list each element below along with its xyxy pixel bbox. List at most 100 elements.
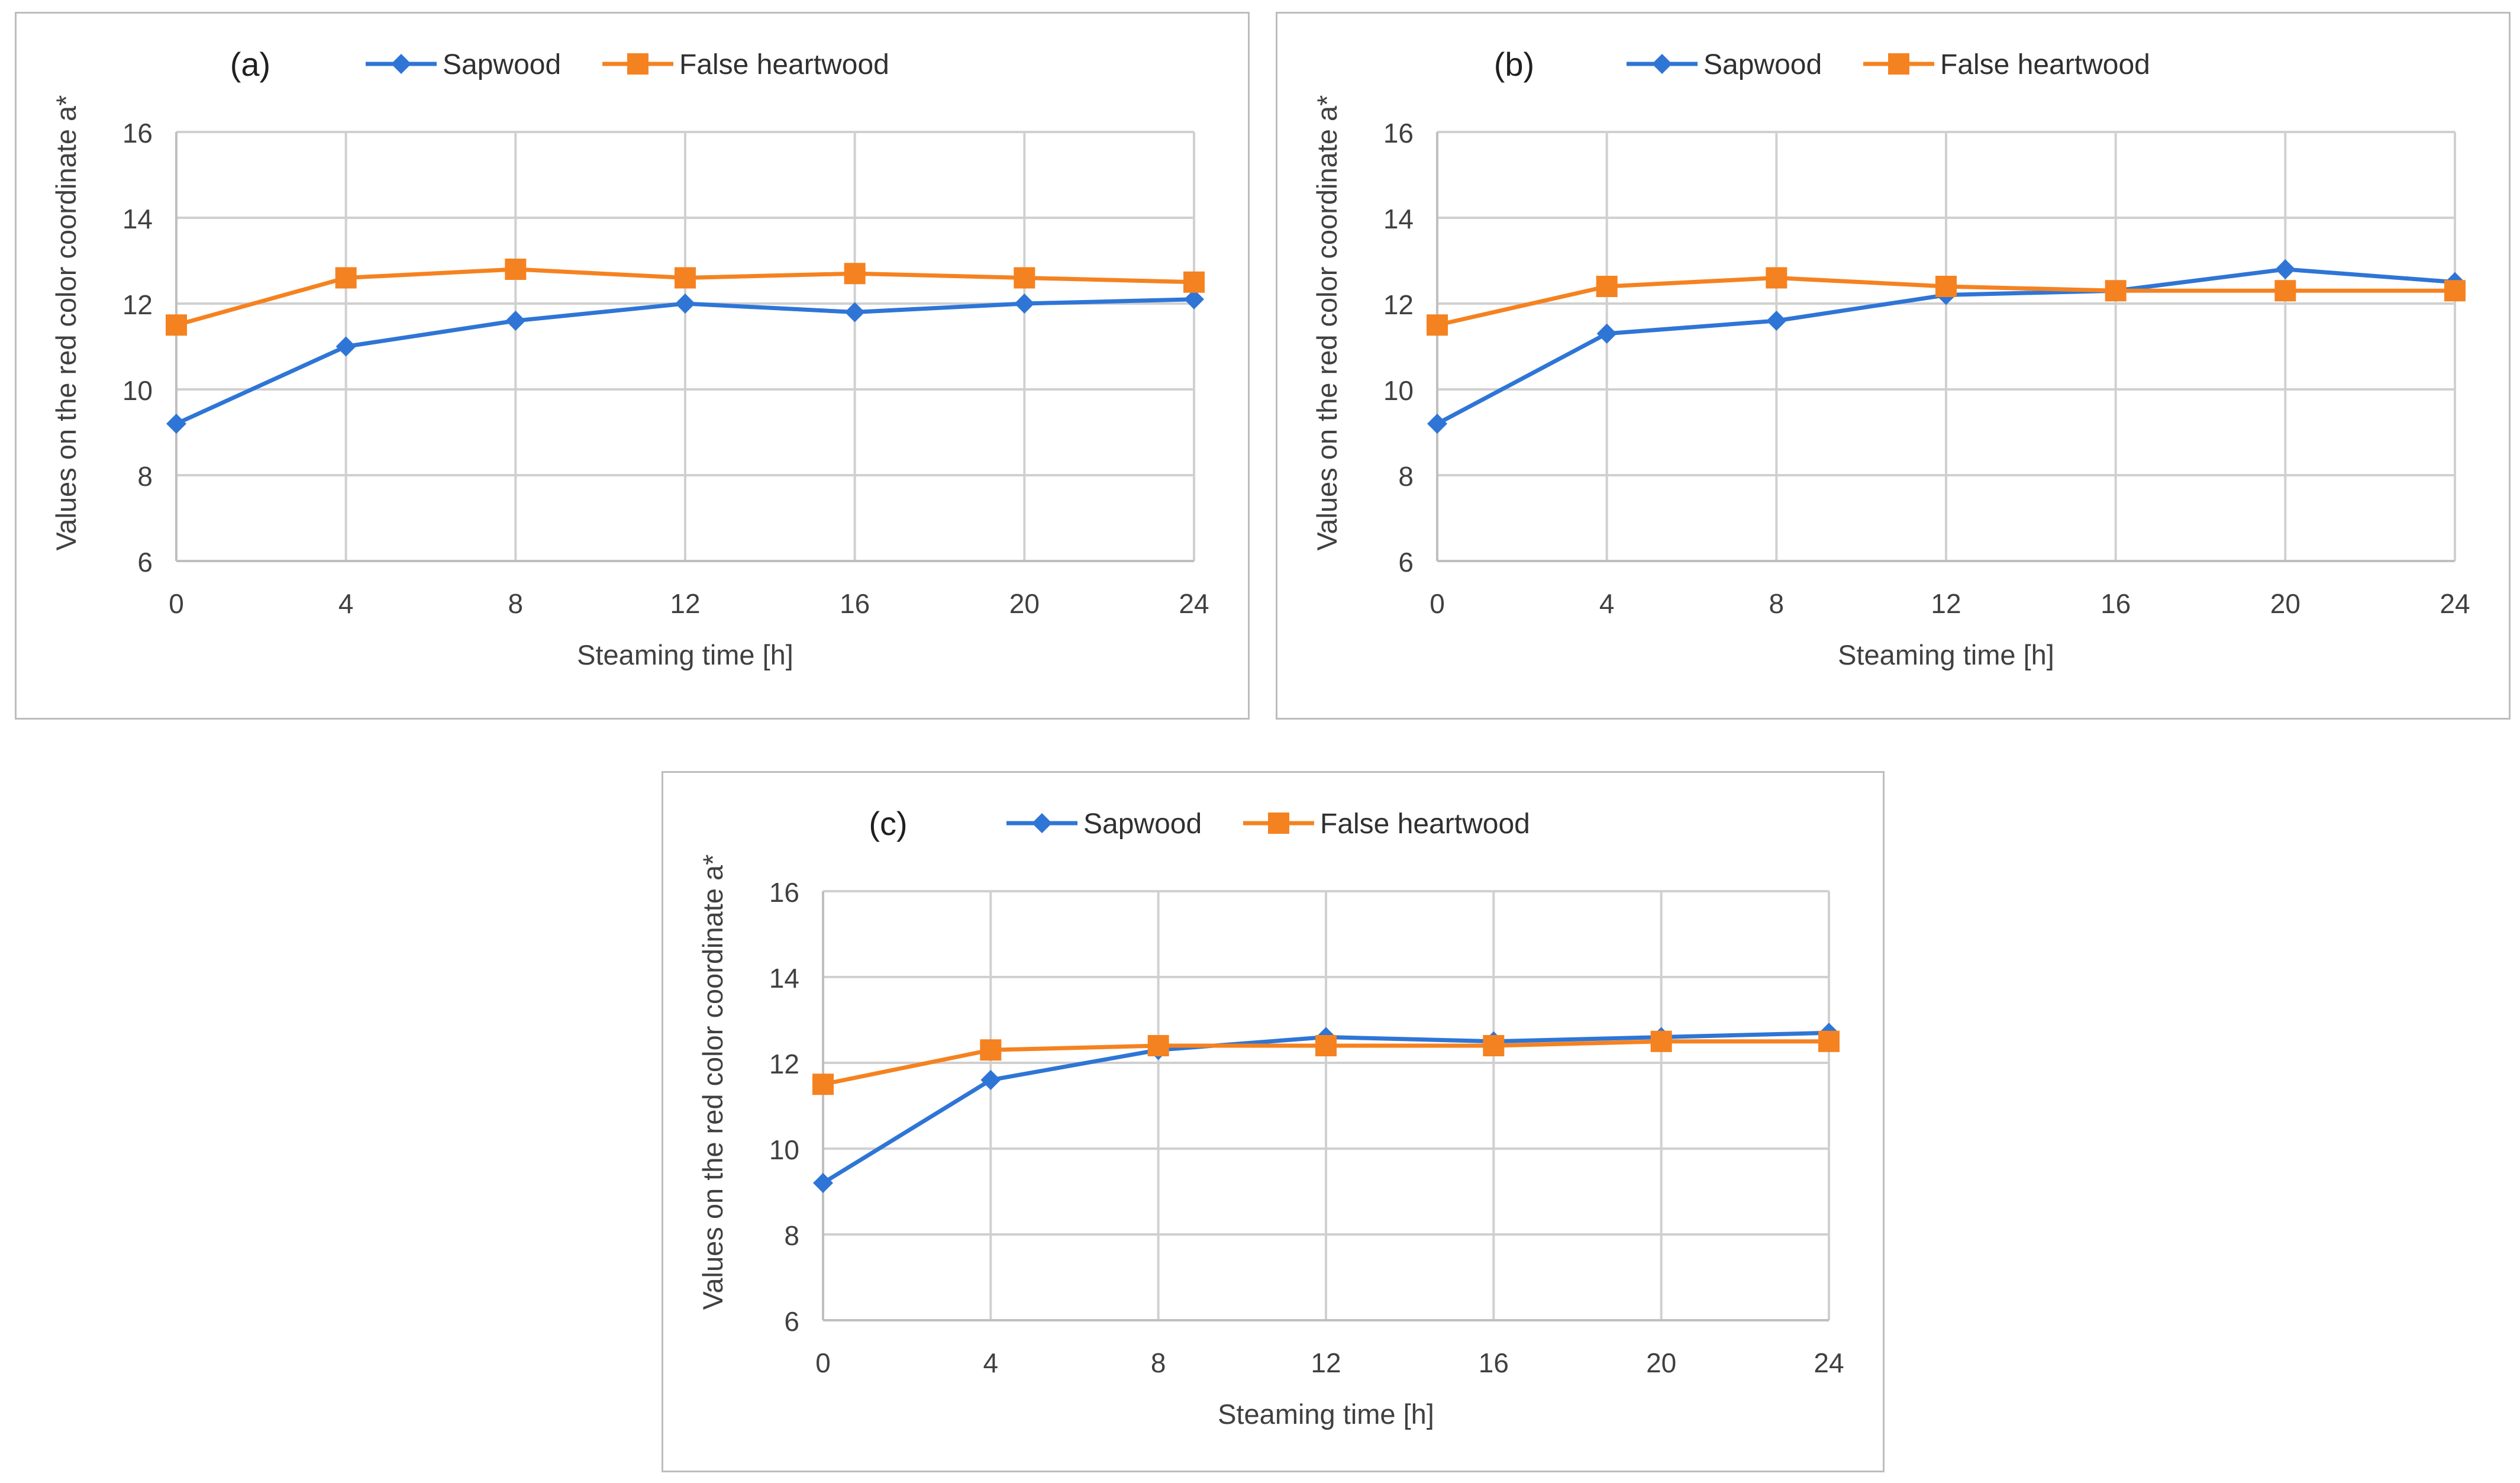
x-tick-label: 8 — [508, 588, 524, 619]
chart-panel-b: 6 8 10 12 14 16 0 4 8 12 16 20 24 Steaming time [h] Va… — [1276, 12, 2511, 720]
data-point-sapwood — [675, 294, 695, 314]
data-point-false-heartwood — [980, 1039, 1002, 1061]
data-point-false-heartwood — [1935, 276, 1957, 297]
data-point-false-heartwood — [2444, 280, 2466, 302]
y-tick-label: 6 — [784, 1306, 799, 1337]
y-tick-label: 14 — [1383, 204, 1414, 234]
x-tick-label: 0 — [815, 1347, 831, 1378]
x-tick-label: 24 — [1814, 1347, 1844, 1378]
data-point-sapwood — [1596, 323, 1617, 344]
data-point-sapwood — [1014, 294, 1035, 314]
chart-panel-a: 6 8 10 12 14 16 0 4 8 12 16 20 24 Steaming time [h] Va… — [15, 12, 1250, 720]
y-tick-label: 16 — [1383, 118, 1414, 149]
data-point-sapwood — [813, 1173, 833, 1193]
x-tick-label: 16 — [840, 588, 870, 619]
y-tick-label: 14 — [122, 204, 153, 234]
y-tick-label: 10 — [769, 1134, 799, 1165]
x-tick-label: 24 — [1179, 588, 1209, 619]
legend-label: Sapwood — [1703, 49, 1822, 80]
data-point-sapwood — [505, 311, 526, 331]
y-tick-label: 6 — [137, 547, 153, 578]
x-tick-label: 0 — [1430, 588, 1445, 619]
data-point-false-heartwood — [2274, 280, 2296, 302]
x-tick-label: 20 — [1646, 1347, 1676, 1378]
data-point-false-heartwood — [2105, 280, 2127, 302]
y-tick-label: 12 — [769, 1049, 799, 1079]
x-tick-label: 12 — [1311, 1347, 1341, 1378]
y-axis-title: Values on the red color coordinate a* — [1311, 95, 1343, 551]
x-tick-label: 16 — [2100, 588, 2131, 619]
y-tick-label: 6 — [1398, 547, 1414, 578]
data-point-false-heartwood — [1650, 1030, 1672, 1052]
data-point-sapwood — [980, 1070, 1001, 1090]
panel-label: (a) — [230, 46, 270, 83]
x-tick-label: 20 — [1009, 588, 1040, 619]
data-point-false-heartwood — [1014, 267, 1035, 289]
x-tick-label: 16 — [1479, 1347, 1509, 1378]
legend-marker — [1032, 813, 1052, 833]
y-tick-label: 12 — [122, 289, 153, 320]
x-tick-label: 12 — [670, 588, 700, 619]
legend-marker — [391, 54, 411, 74]
x-tick-label: 8 — [1151, 1347, 1166, 1378]
chart-panel-c: 6 8 10 12 14 16 0 4 8 12 16 20 24 Steaming time [h] Va… — [662, 771, 1885, 1472]
data-point-false-heartwood — [844, 263, 866, 285]
x-axis-title: Steaming time [h] — [1838, 639, 2054, 670]
data-point-false-heartwood — [505, 259, 527, 280]
y-tick-label: 8 — [1398, 461, 1414, 492]
legend-label: Sapwood — [1083, 808, 1202, 840]
x-tick-label: 20 — [2270, 588, 2300, 619]
chart-b-svg: 6 8 10 12 14 16 0 4 8 12 16 20 24 Steaming time [h] Va… — [1311, 46, 2470, 670]
x-tick-label: 4 — [338, 588, 354, 619]
data-point-false-heartwood — [1596, 276, 1618, 297]
data-point-false-heartwood — [1766, 267, 1787, 289]
legend-marker — [1888, 53, 1909, 75]
data-point-false-heartwood — [1315, 1035, 1337, 1056]
legend-label: Sapwood — [443, 49, 561, 80]
x-axis-title: Steaming time [h] — [577, 639, 793, 670]
data-point-false-heartwood — [812, 1073, 834, 1095]
chart-c-svg: 6 8 10 12 14 16 0 4 8 12 16 20 24 Steaming time [h] Va… — [697, 805, 1844, 1430]
y-tick-label: 14 — [769, 963, 799, 994]
y-tick-label: 16 — [122, 118, 153, 149]
data-point-sapwood — [1427, 414, 1447, 434]
y-tick-label: 10 — [1383, 375, 1414, 406]
panel-label: (c) — [869, 805, 907, 842]
legend-marker — [1652, 54, 1672, 74]
data-point-sapwood — [335, 336, 356, 357]
data-point-false-heartwood — [1183, 271, 1205, 293]
data-point-sapwood — [2275, 259, 2296, 279]
y-tick-label: 8 — [784, 1220, 799, 1251]
y-tick-label: 16 — [769, 877, 799, 908]
chart-a-svg: 6 8 10 12 14 16 0 4 8 12 16 20 24 Steaming time [h] Va… — [50, 46, 1209, 670]
data-point-sapwood — [166, 414, 186, 434]
data-point-false-heartwood — [1147, 1035, 1169, 1056]
data-point-false-heartwood — [335, 267, 357, 289]
y-axis-title: Values on the red color coordinate a* — [50, 95, 82, 551]
x-tick-label: 24 — [2440, 588, 2470, 619]
panel-label: (b) — [1494, 46, 1534, 83]
legend-label: False heartwood — [1320, 808, 1530, 840]
data-point-false-heartwood — [166, 314, 187, 336]
data-point-false-heartwood — [675, 267, 696, 289]
data-point-sapwood — [1184, 289, 1204, 310]
x-tick-label: 8 — [1769, 588, 1785, 619]
x-tick-label: 0 — [169, 588, 184, 619]
x-tick-label: 4 — [1599, 588, 1615, 619]
x-tick-label: 12 — [1931, 588, 1961, 619]
x-axis-title: Steaming time [h] — [1218, 1398, 1434, 1430]
legend-label: False heartwood — [679, 49, 889, 80]
y-tick-label: 8 — [137, 461, 153, 492]
data-point-false-heartwood — [1483, 1035, 1505, 1056]
x-tick-label: 4 — [983, 1347, 999, 1378]
data-point-false-heartwood — [1818, 1030, 1840, 1052]
data-point-sapwood — [844, 302, 865, 323]
legend-marker — [627, 53, 648, 75]
y-axis-title: Values on the red color coordinate a* — [697, 855, 728, 1310]
legend-label: False heartwood — [1940, 49, 2150, 80]
y-tick-label: 12 — [1383, 289, 1414, 320]
legend-marker — [1268, 813, 1289, 834]
data-point-false-heartwood — [1427, 314, 1448, 336]
y-tick-label: 10 — [122, 375, 153, 406]
